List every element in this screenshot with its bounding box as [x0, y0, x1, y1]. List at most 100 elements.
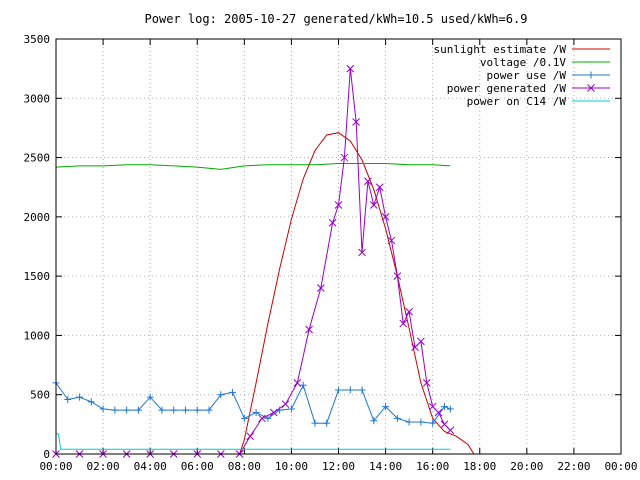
data-point [134, 406, 142, 414]
data-point [170, 406, 178, 414]
y-tick-label: 1000 [24, 329, 51, 342]
data-point [393, 414, 401, 422]
y-tick-label: 2500 [24, 152, 51, 165]
x-tick-label: 02:00 [87, 460, 120, 473]
legend-marker [587, 84, 595, 92]
data-point [158, 406, 166, 414]
data-point [335, 386, 342, 394]
data-point [311, 419, 319, 427]
data-point [269, 408, 278, 417]
data-point [258, 414, 266, 423]
data-point [440, 403, 448, 411]
data-point [358, 386, 366, 394]
data-point [428, 402, 437, 411]
data-point [111, 406, 119, 414]
data-point [399, 319, 408, 328]
data-point [364, 177, 372, 186]
data-point [76, 393, 84, 401]
data-point [323, 419, 331, 427]
series-line [239, 132, 475, 455]
data-point [370, 417, 378, 425]
data-point [405, 418, 413, 426]
y-tick-label: 1500 [24, 270, 51, 283]
legend-label: power generated /W [447, 82, 567, 95]
legend-marker [587, 71, 595, 79]
legend-label: power on C14 /W [467, 95, 567, 108]
series-1 [55, 163, 451, 170]
data-point [229, 388, 237, 396]
data-point [240, 414, 248, 422]
data-point [393, 272, 402, 280]
data-point [417, 337, 425, 346]
legend-label: voltage /0.1V [480, 56, 566, 69]
data-point [287, 405, 295, 413]
plot-frame [55, 38, 622, 455]
data-point [181, 406, 189, 414]
y-tick-label: 500 [30, 389, 50, 402]
series-4 [56, 433, 451, 450]
data-point [305, 325, 313, 334]
data-point [446, 405, 454, 413]
y-tick-label: 0 [43, 448, 50, 461]
data-point [205, 406, 213, 414]
x-tick-label: 06:00 [181, 460, 214, 473]
chart-title: Power log: 2005-10-27 generated/kWh=10.5… [145, 12, 528, 26]
data-point [434, 408, 443, 417]
series-line [55, 163, 451, 170]
series-0 [239, 132, 475, 455]
x-tick-label: 20:00 [510, 460, 543, 473]
data-point [381, 213, 390, 221]
data-point [340, 153, 349, 162]
data-point [293, 379, 302, 387]
series-line [55, 382, 451, 424]
data-point [346, 64, 355, 73]
data-point [146, 393, 154, 401]
data-point [316, 284, 325, 292]
x-tick-label: 04:00 [134, 460, 167, 473]
data-point [352, 118, 361, 126]
legend-label: sunlight estimate /W [434, 43, 567, 56]
y-tick-label: 3500 [24, 33, 51, 46]
data-point [446, 426, 455, 435]
data-point [64, 395, 72, 403]
data-point [299, 381, 307, 389]
x-tick-label: 18:00 [463, 460, 496, 473]
data-point [87, 398, 95, 406]
data-point [405, 307, 413, 316]
data-series [52, 64, 475, 458]
data-point [411, 343, 419, 352]
y-tick-label: 2000 [24, 211, 51, 224]
data-point [417, 418, 425, 426]
data-point [328, 218, 337, 227]
data-point [123, 406, 131, 414]
data-point [375, 183, 384, 192]
x-tick-label: 10:00 [275, 460, 308, 473]
data-point [264, 414, 272, 422]
series-2 [52, 379, 454, 427]
data-point [369, 201, 378, 209]
x-tick-label: 22:00 [557, 460, 590, 473]
legend-label: power use /W [487, 69, 567, 82]
x-tick-label: 00:00 [604, 460, 637, 473]
x-tick-label: 12:00 [322, 460, 355, 473]
data-point [358, 248, 366, 257]
data-point [429, 419, 437, 427]
data-point [99, 405, 107, 413]
data-point [281, 400, 290, 409]
x-tick-label: 16:00 [416, 460, 449, 473]
data-point [334, 201, 343, 209]
data-point [440, 420, 449, 429]
axis-ticks: 0 500 1000 1500 2000 2500 3000 3500 00:00 02:00 04… [24, 33, 638, 473]
x-tick-label: 00:00 [39, 460, 72, 473]
y-tick-label: 3000 [24, 92, 51, 105]
series-line [56, 433, 451, 450]
data-point [382, 403, 390, 411]
data-point [246, 432, 255, 441]
data-point [422, 379, 431, 387]
data-point [252, 409, 260, 416]
x-tick-label: 14:00 [369, 460, 402, 473]
x-tick-label: 08:00 [228, 460, 261, 473]
